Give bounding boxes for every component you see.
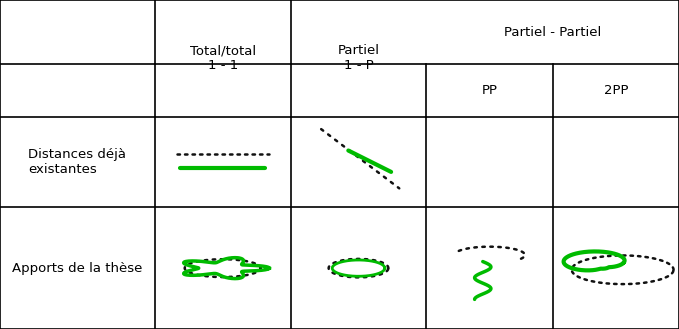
Text: PP: PP — [481, 84, 498, 97]
Text: Total/total
1 - 1: Total/total 1 - 1 — [189, 44, 256, 72]
Text: Apports de la thèse: Apports de la thèse — [12, 262, 143, 275]
Text: Partiel - Partiel: Partiel - Partiel — [504, 26, 602, 38]
Text: 2PP: 2PP — [604, 84, 628, 97]
Text: Partiel
1 - P: Partiel 1 - P — [337, 44, 380, 72]
Text: Distances déjà
existantes: Distances déjà existantes — [29, 148, 126, 176]
